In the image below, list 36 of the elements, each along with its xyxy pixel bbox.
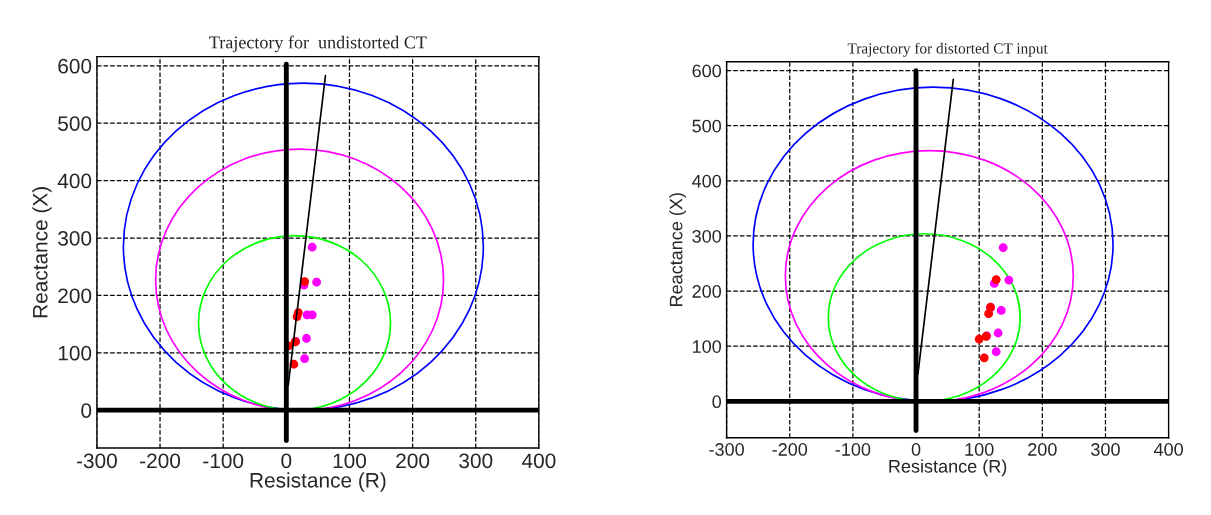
- x-tick-label: -200: [140, 453, 181, 469]
- chart-title: Trajectory for distorted CT input: [847, 42, 1048, 57]
- y-tick-label: 100: [692, 340, 722, 353]
- y-tick-label: 0: [712, 395, 722, 409]
- y-tick-label: 500: [692, 119, 722, 133]
- y-axis-title: Reactance (X): [669, 193, 687, 306]
- x-tick-label: -100: [203, 453, 244, 469]
- x-axis-title: Resistance (R): [889, 459, 1007, 477]
- x-tick-label: 400: [1153, 443, 1183, 456]
- y-tick-label: 200: [58, 288, 92, 304]
- x-tick-label: -200: [772, 443, 808, 456]
- x-tick-label: -100: [835, 443, 871, 456]
- x-tick-label: 200: [396, 453, 430, 469]
- y-tick-label: 100: [58, 345, 92, 361]
- x-tick-label: 100: [333, 453, 367, 469]
- y-tick-label: 200: [692, 285, 722, 298]
- y-axis-title: Reactance (X): [32, 187, 52, 318]
- x-tick-label: -300: [709, 443, 744, 456]
- x-tick-label: 100: [965, 443, 994, 456]
- y-tick-label: 400: [57, 173, 92, 189]
- x-axis-title: Resistance (R): [250, 472, 386, 492]
- y-tick-label: 400: [692, 174, 722, 188]
- y-tick-label: 600: [692, 64, 722, 78]
- x-tick-label: 200: [1028, 443, 1057, 456]
- x-tick-label: 0: [281, 453, 292, 469]
- x-tick-label: 0: [911, 443, 921, 456]
- x-tick-label: -300: [76, 453, 117, 469]
- y-tick-label: 600: [58, 58, 92, 74]
- chart-title: Trajectory for undistorted CT: [209, 35, 427, 53]
- x-tick-label: 300: [459, 453, 493, 469]
- x-tick-label: 400: [522, 453, 556, 469]
- x-tick-label: 300: [1091, 443, 1120, 456]
- y-tick-label: 500: [58, 116, 92, 131]
- y-tick-label: 300: [692, 229, 722, 243]
- y-tick-label: 0: [81, 403, 92, 418]
- y-tick-label: 300: [58, 231, 92, 246]
